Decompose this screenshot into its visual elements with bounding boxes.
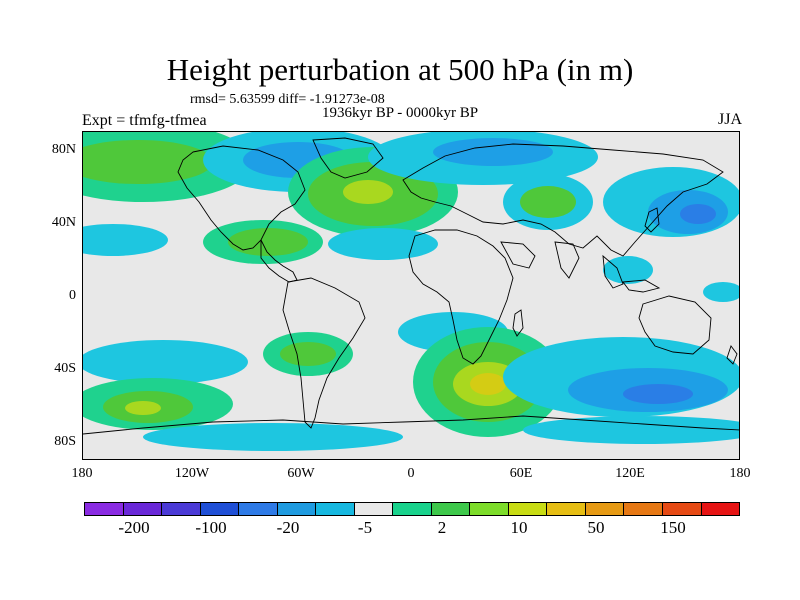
lon-label-0: 0	[407, 466, 415, 481]
lon-label-180w: 180	[71, 466, 93, 481]
colorbar-swatch-13	[585, 503, 625, 515]
contour-region-16	[680, 204, 716, 224]
colorbar-swatch-14	[624, 503, 663, 515]
contour-fills	[83, 132, 739, 451]
period-label: 1936kyr BP - 0000kyr BP	[322, 105, 479, 121]
colorbar-label-50: 50	[587, 518, 605, 537]
contour-field	[83, 132, 739, 451]
lon-label-180e: 180	[729, 466, 751, 481]
colorbar-label-m20: -20	[276, 518, 300, 537]
contour-region-33	[523, 416, 739, 444]
contour-region-22	[125, 401, 161, 415]
colorbar-swatch-6	[316, 503, 355, 515]
contour-region-8	[433, 138, 553, 166]
colorbar-label-10: 10	[510, 518, 528, 537]
lat-label-80n: 80N	[51, 142, 76, 157]
colorbar-label-m100: -100	[195, 518, 227, 537]
map-title: Height perturbation at 500 hPa (in m)	[166, 52, 634, 87]
stats-line: rmsd= 5.63599 diff= -1.91273e-08	[190, 92, 385, 107]
contour-region-19	[83, 340, 248, 384]
lat-label-40n: 40N	[51, 215, 76, 230]
colorbar-label-150: 150	[660, 518, 686, 537]
contour-region-29	[470, 373, 506, 395]
colorbar-swatch-9	[431, 503, 471, 515]
colorbar-swatch-11	[508, 503, 548, 515]
lat-label-80s: 80S	[54, 434, 76, 449]
colorbar-label-2: 2	[437, 518, 447, 537]
colorbar-swatch-2	[162, 503, 201, 515]
colorbar-swatch-3	[200, 503, 240, 515]
contour-region-18	[83, 224, 168, 256]
experiment-label: Expt = tfmfg-tfmea	[82, 112, 207, 129]
contour-region-1	[83, 140, 213, 184]
season-label: JJA	[717, 111, 742, 128]
colorbar-label-m200: -200	[118, 518, 150, 537]
colorbar-swatch-16	[701, 503, 740, 515]
colorbar-swatch-7	[354, 503, 394, 515]
coastlines	[83, 137, 739, 435]
colorbar	[84, 502, 740, 516]
contour-region-34	[143, 423, 403, 451]
lon-label-120w: 120W	[174, 466, 210, 481]
colorbar-label-m5: -5	[357, 518, 373, 537]
colorbar-swatch-5	[277, 503, 317, 515]
contour-region-10	[228, 228, 308, 256]
colorbar-swatch-1	[123, 503, 163, 515]
contour-region-6	[343, 180, 393, 204]
contour-region-35	[703, 282, 739, 302]
contour-region-13	[520, 186, 576, 218]
colorbar-swatch-15	[662, 503, 702, 515]
colorbar-swatch-12	[547, 503, 586, 515]
lon-label-60e: 60E	[509, 466, 533, 481]
lon-label-60w: 60W	[287, 466, 315, 481]
contour-region-11	[328, 228, 438, 260]
contour-region-24	[280, 342, 336, 366]
colorbar-swatch-0	[85, 503, 124, 515]
lat-label-0: 0	[69, 288, 76, 303]
colorbar-swatch-8	[393, 503, 432, 515]
contour-region-32	[623, 384, 693, 404]
colorbar-swatch-10	[470, 503, 509, 515]
colorbar-swatch-4	[239, 503, 278, 515]
map-panel	[82, 131, 740, 460]
contour-region-17	[603, 256, 653, 284]
lon-label-120e: 120E	[615, 466, 645, 481]
lat-label-40s: 40S	[54, 361, 76, 376]
